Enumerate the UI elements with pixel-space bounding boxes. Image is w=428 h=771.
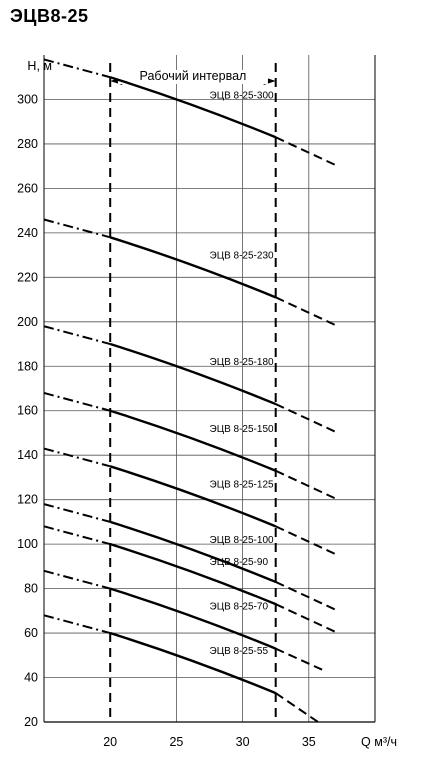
curve-working-section xyxy=(109,465,277,528)
y-tick-label: 80 xyxy=(24,582,38,596)
curve-extension-right xyxy=(275,525,339,557)
curve-extension-right xyxy=(275,603,339,634)
curve-extension-right xyxy=(275,647,326,672)
curve-extension-left xyxy=(43,525,111,546)
y-tick-label: 20 xyxy=(24,715,38,729)
y-tick-label: 160 xyxy=(17,404,38,418)
curve-label: ЭЦВ 8-25-100 xyxy=(210,535,275,546)
x-tick-label: 35 xyxy=(302,735,316,749)
y-tick-label: 200 xyxy=(17,315,38,329)
curve-working-section xyxy=(109,631,277,695)
curve-working-section xyxy=(109,236,277,299)
curve-extension-right xyxy=(275,692,319,723)
curve-label: ЭЦВ 8-25-230 xyxy=(210,250,275,261)
curve-extension-left xyxy=(43,218,111,239)
y-axis-label: H, м xyxy=(27,59,52,73)
chart-title: ЭЦВ8-25 xyxy=(10,6,89,26)
curve-labels: ЭЦВ 8-25-300 ЭЦВ 8-25-230 ЭЦВ 8-25-180 ЭЦВ … xyxy=(210,90,275,657)
curve-label: ЭЦВ 8-25-70 xyxy=(210,602,269,613)
y-tick-label: 300 xyxy=(17,92,38,106)
pump-curves xyxy=(43,58,339,723)
y-tick-label: 60 xyxy=(24,626,38,640)
working-range-label: Рабочий интервал xyxy=(140,69,247,83)
x-tick-label: 30 xyxy=(236,735,250,749)
curve-extension-left xyxy=(43,614,111,635)
curve-label: ЭЦВ 8-25-125 xyxy=(210,479,275,490)
curve-working-section xyxy=(109,76,277,139)
curve-working-section xyxy=(109,409,277,472)
curve-extension-left xyxy=(43,391,111,412)
y-tick-label: 140 xyxy=(17,448,38,462)
working-range-label-bg xyxy=(117,70,268,84)
y-tick-label: 120 xyxy=(17,493,38,507)
curve-label: ЭЦВ 8-25-300 xyxy=(210,90,275,101)
curve-label: ЭЦВ 8-25-90 xyxy=(210,557,269,568)
curve-extension-right xyxy=(275,581,339,612)
y-tick-label: 260 xyxy=(17,181,38,195)
x-tick-label: 25 xyxy=(169,735,183,749)
curve-label: ЭЦВ 8-25-55 xyxy=(210,646,269,657)
curve-extension-left xyxy=(43,325,111,345)
axes: 20 40 60 80 100 120 140 160 180 200 220 240 260 280 30… xyxy=(17,59,397,749)
curve-working-section xyxy=(109,587,277,650)
curve-extension-right xyxy=(275,296,339,328)
y-tick-label: 280 xyxy=(17,137,38,151)
x-axis-label: Q м³/ч xyxy=(361,735,397,749)
curve-working-section xyxy=(109,342,277,406)
curve-extension-left xyxy=(43,447,111,468)
curve-label: ЭЦВ 8-25-180 xyxy=(210,357,275,368)
curve-extension-left xyxy=(43,503,111,523)
y-tick-label: 240 xyxy=(17,226,38,240)
y-tick-label: 100 xyxy=(17,537,38,551)
plot-frame xyxy=(43,55,376,723)
curve-working-section xyxy=(109,520,277,584)
curve-extension-right xyxy=(275,403,339,434)
y-tick-label: 220 xyxy=(17,270,38,284)
y-tick-label: 180 xyxy=(17,359,38,373)
working-range: Рабочий интервал xyxy=(109,63,277,722)
curve-extension-right xyxy=(275,136,339,168)
curve-extension-right xyxy=(275,469,339,501)
curve-working-section xyxy=(109,542,277,606)
curve-extension-left xyxy=(43,569,111,590)
y-tick-label: 40 xyxy=(24,671,38,685)
x-tick-label: 20 xyxy=(103,735,117,749)
curve-extension-left xyxy=(43,58,111,79)
curve-label: ЭЦВ 8-25-150 xyxy=(210,424,275,435)
